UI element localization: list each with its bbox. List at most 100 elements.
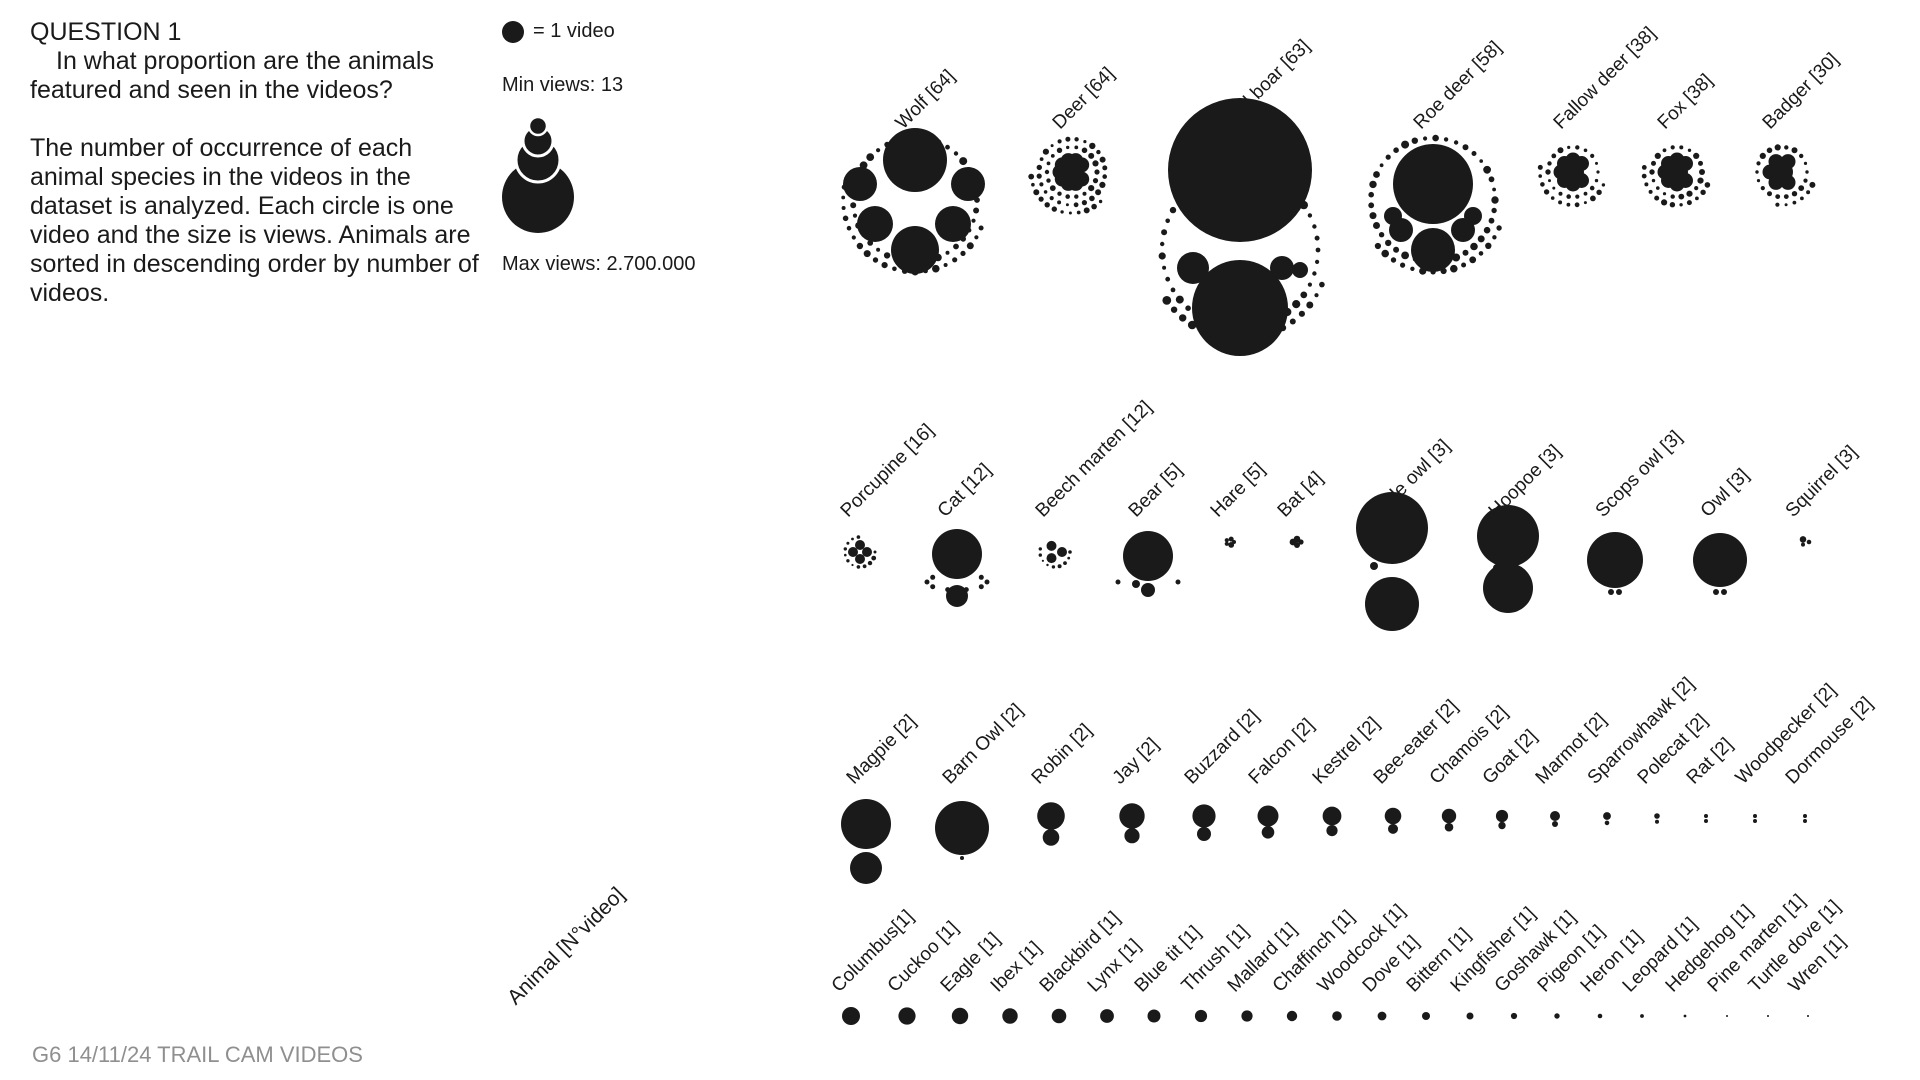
legend-circle-max [502,161,574,233]
animal-label-12: Bat [4] [1274,468,1328,522]
animal-0-video-19 [850,191,857,198]
animal-0-video-14 [867,240,874,246]
animal-2-video-44 [1298,310,1305,317]
animal-3-video-10 [1422,258,1428,265]
animal-25-video-1 [1388,823,1398,834]
animal-6-video-21 [1792,200,1797,205]
animal-6-video-14 [1784,145,1789,150]
animal-2-video-32 [1251,169,1259,178]
question-subtitle: In what proportion are the animals featu… [30,47,434,104]
animal-30-video-1 [1655,819,1659,824]
animal-9-video-1 [1046,553,1057,564]
animal-3-video-23 [1385,154,1391,160]
animal-2-video-28 [1205,175,1212,182]
animal-label-17: Squirrel [3] [1782,442,1862,522]
animal-3-video-4 [1477,235,1485,243]
animal-43-video-0 [1286,1010,1298,1022]
animal-7-video-4 [856,565,861,569]
animal-1-video-5 [1065,194,1070,199]
animal-1-video-0 [1094,169,1100,175]
animal-0-video-0 [883,128,947,192]
animal-1-video-14 [1074,145,1079,150]
animal-3-video-0 [1393,144,1473,224]
animal-1-video-26 [1043,190,1048,194]
animal-6-video-9 [1755,170,1759,174]
animal-1-video-25 [1049,196,1054,201]
animal-5-video-7 [1678,156,1693,171]
footer-caption: G6 14/11/24 TRAIL CAM VIDEOS [32,1042,363,1067]
animal-5-video-22 [1679,203,1683,207]
animal-2-video-8 [1263,320,1270,327]
animal-0-video-15 [861,232,866,237]
legend-size-stack [502,115,574,233]
legend-circle-small [527,115,549,137]
animal-0-video-13 [876,247,881,252]
animal-label-4: Fallow deer [38] [1550,23,1660,133]
animal-10-video-0 [1123,531,1173,581]
chart-marks: Wolf [64] Deer [64] Wild boar [63] Roe deer… [828,23,1877,1025]
animal-5-video-29 [1641,165,1647,170]
animal-0-video-3 [966,227,972,233]
animal-9-video-5 [1046,563,1049,567]
animal-2-video-21 [1160,241,1165,247]
animal-5-video-1 [1697,177,1704,184]
animal-4-video-6 [1558,191,1563,196]
animal-0-video-22 [859,161,868,170]
animal-5-video-18 [1704,182,1711,188]
animal-7-video-1 [855,554,865,564]
animal-0-video-30 [934,139,942,146]
animal-7-video-3 [855,540,865,550]
animal-3-video-3 [1483,226,1491,234]
animal-9-video-7 [1038,553,1043,557]
animal-0-video-25 [884,141,890,148]
animal-2-video-19 [1162,265,1167,270]
animal-8-video-7 [924,579,930,585]
animal-7-video-11 [856,535,861,539]
animal-15-video-1 [1608,589,1614,595]
animal-1-video-22 [1073,202,1079,208]
animal-6-video-1 [1780,174,1796,190]
animal-6-video-1 [1803,178,1808,183]
animal-3-video-16 [1373,222,1380,229]
animal-label-21: Jay [2] [1109,734,1163,788]
animal-1-video-53 [1028,173,1035,180]
animal-10-video-2 [1141,583,1155,597]
animal-1-video-27 [1039,182,1044,187]
animal-6-video-4 [1783,194,1789,200]
animal-1-video-17 [1092,160,1099,167]
animal-6-video-5 [1775,194,1781,200]
animal-0-video-24 [876,148,881,153]
animal-54-video-0 [1767,1015,1769,1017]
animal-4-video-24 [1558,200,1563,205]
animal-6-video-15 [1791,147,1798,154]
animal-4-video-8 [1548,179,1551,183]
animal-1-video-52 [1031,182,1035,187]
animal-5-video-28 [1641,173,1647,179]
animal-24-video-0 [1322,806,1342,826]
animal-1-video-18 [1099,181,1106,188]
animal-5-video-16 [1693,152,1700,159]
animal-6-video-6 [1767,191,1772,197]
animal-48-video-0 [1510,1012,1518,1020]
animal-51-video-0 [1640,1014,1644,1018]
animal-3-video-21 [1373,171,1380,178]
animal-0-video-11 [893,255,901,263]
animal-6-video-17 [1803,161,1808,165]
animal-1-video-20 [1089,195,1095,202]
animal-39-video-0 [1100,1009,1114,1023]
animal-3-video-34 [1483,165,1491,174]
animal-2-video-57 [1162,296,1172,305]
animal-26-video-0 [1441,808,1457,824]
animal-15-video-2 [1616,589,1622,595]
animal-2-video-1 [1315,259,1320,264]
animal-7-video-8 [843,547,847,551]
animal-8-video-11 [978,574,984,580]
animal-6-video-10 [1756,161,1761,166]
animal-0-video-43 [932,264,940,273]
animal-42-video-0 [1241,1010,1253,1022]
animal-0-video-36 [973,186,980,193]
animal-15-video-0 [1587,532,1643,588]
animal-3-video-6 [1462,249,1469,256]
animal-29-video-1 [1604,820,1610,826]
animal-2-video-9 [1252,324,1258,329]
